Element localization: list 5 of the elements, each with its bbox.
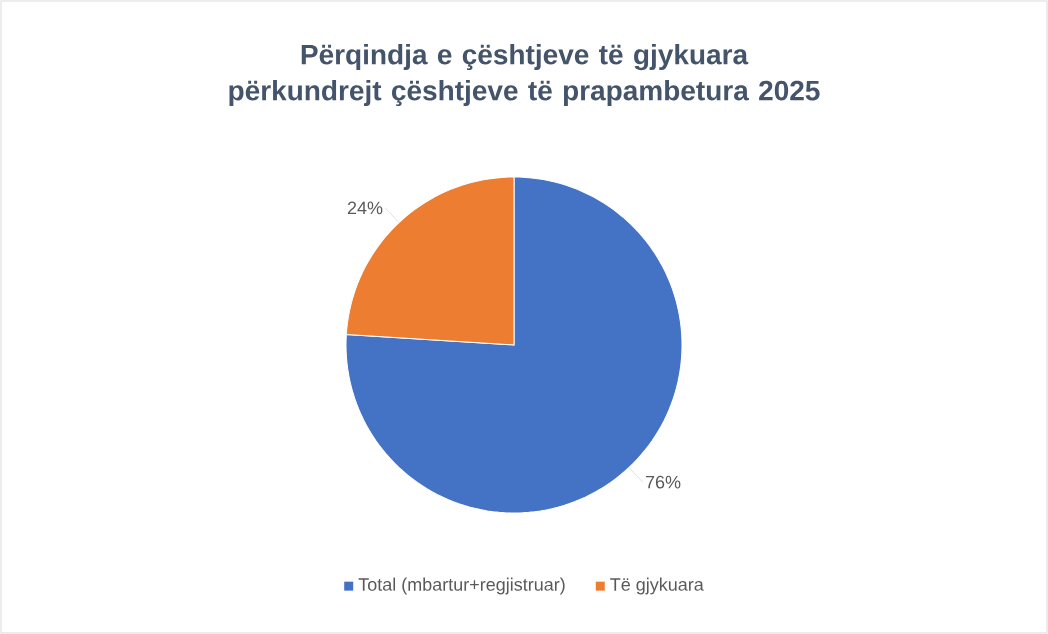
data-label: 76% (645, 475, 681, 489)
data-label: 24% (347, 201, 383, 215)
chart-title: Përqindja e çështjeve të gjykuara përkundrejt çështjeve të prapambetura 2025 (229, 43, 820, 107)
legend-label: Total (mbartur+regjistruar) (358, 577, 565, 595)
legend-label: Të gjykuara (610, 577, 704, 595)
